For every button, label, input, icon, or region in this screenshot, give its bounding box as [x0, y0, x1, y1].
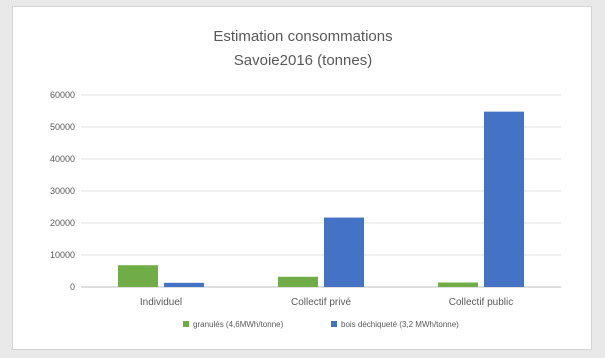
- chart-area: Estimation consommations Savoie2016 (ton…: [12, 6, 592, 350]
- y-tick-label: 30000: [50, 186, 75, 196]
- chart-title-line-1: Estimation consommations: [213, 28, 392, 45]
- bar-granules-3: [438, 282, 478, 287]
- bar-granules-2: [278, 276, 318, 287]
- x-category-label: Collectif public: [449, 297, 513, 308]
- x-category-label: Collectif privé: [291, 297, 351, 308]
- x-axis-categories: Individuel Collectif privé Collectif publi…: [140, 297, 513, 308]
- bar-bois-dechiquete-1: [164, 282, 204, 287]
- bar-bois-dechiquete-3: [484, 111, 524, 287]
- y-axis-ticks: 0 10000 20000 30000 40000 50000 60000: [50, 90, 75, 292]
- bar-bois-dechiquete-2: [324, 217, 364, 287]
- y-tick-label: 50000: [50, 122, 75, 132]
- y-tick-label: 20000: [50, 218, 75, 228]
- y-tick-label: 0: [70, 282, 75, 292]
- bar-granules-1: [118, 265, 158, 287]
- gridlines: [81, 94, 561, 288]
- legend-label: granulés (4,6MWh/tonne): [193, 320, 284, 329]
- y-tick-label: 60000: [50, 90, 75, 100]
- legend-swatch: [331, 321, 337, 327]
- legend-swatch: [183, 321, 189, 327]
- legend-label: bois déchiqueté (3,2 MWh/tonne): [341, 320, 459, 329]
- bar-chart: Estimation consommations Savoie2016 (ton…: [50, 28, 561, 329]
- legend: granulés (4,6MWh/tonne) bois déchiqueté (…: [183, 320, 459, 329]
- y-tick-label: 40000: [50, 154, 75, 164]
- x-category-label: Individuel: [140, 297, 182, 308]
- bars: [118, 111, 524, 287]
- chart-title-line-2: Savoie2016 (tonnes): [234, 52, 372, 69]
- y-tick-label: 10000: [50, 250, 75, 260]
